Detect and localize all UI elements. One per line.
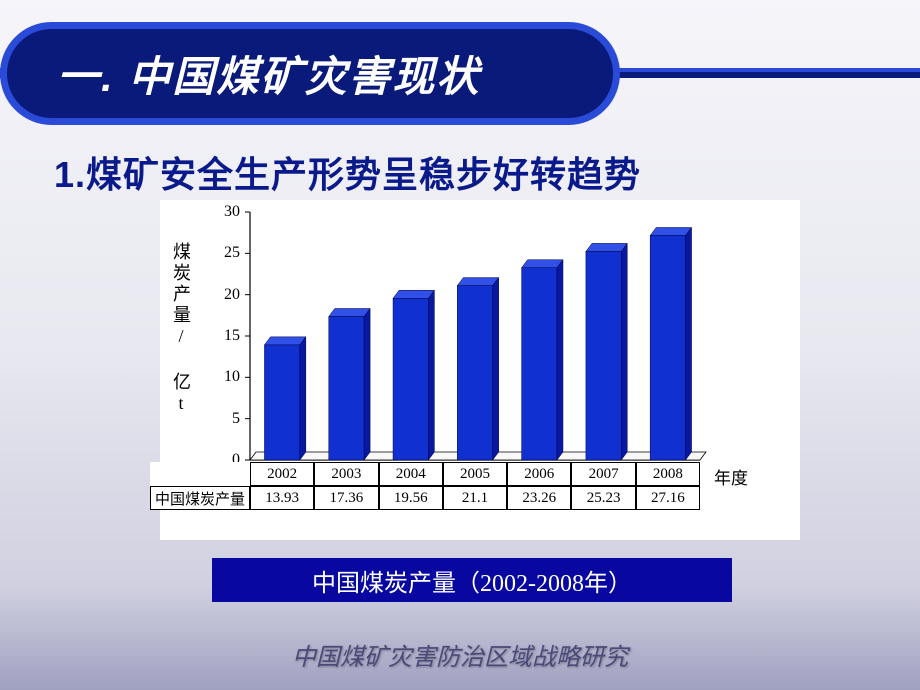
header: 一. 中国煤矿灾害现状 [0, 22, 920, 112]
y-axis-label: 煤炭产量/ 亿t [168, 242, 194, 416]
category-cell: 2004 [379, 462, 443, 486]
category-cell: 2007 [571, 462, 635, 486]
category-cell: 2005 [443, 462, 507, 486]
category-cell: 2002 [250, 462, 314, 486]
title-capsule: 一. 中国煤矿灾害现状 [0, 22, 620, 125]
page-title: 一. 中国煤矿灾害现状 [57, 43, 563, 104]
value-cell: 21.1 [443, 486, 507, 510]
chart-caption-box: 中国煤炭产量（2002-2008年） [212, 558, 732, 602]
category-cell: 2008 [636, 462, 700, 486]
value-cell: 17.36 [314, 486, 378, 510]
x-axis-label: 年度 [714, 464, 748, 489]
chart-caption: 中国煤炭产量（2002-2008年） [312, 563, 632, 598]
footer-text: 中国煤矿灾害防治区域战略研究 [0, 637, 920, 672]
value-cell: 25.23 [571, 486, 635, 510]
data-row-label: 中国煤炭产量 [150, 486, 250, 510]
blank-cell [150, 462, 250, 486]
value-cell: 27.16 [636, 486, 700, 510]
category-cell: 2006 [507, 462, 571, 486]
value-cell: 13.93 [250, 486, 314, 510]
coal-production-chart: 051015202530煤炭产量/ 亿t中国煤炭产量200213.9320031… [160, 200, 800, 540]
value-cell: 23.26 [507, 486, 571, 510]
section-subtitle: 1.煤矿安全生产形势呈稳步好转趋势 [54, 146, 641, 198]
value-cell: 19.56 [379, 486, 443, 510]
category-cell: 2003 [314, 462, 378, 486]
ytick-label: 30 [160, 203, 240, 221]
